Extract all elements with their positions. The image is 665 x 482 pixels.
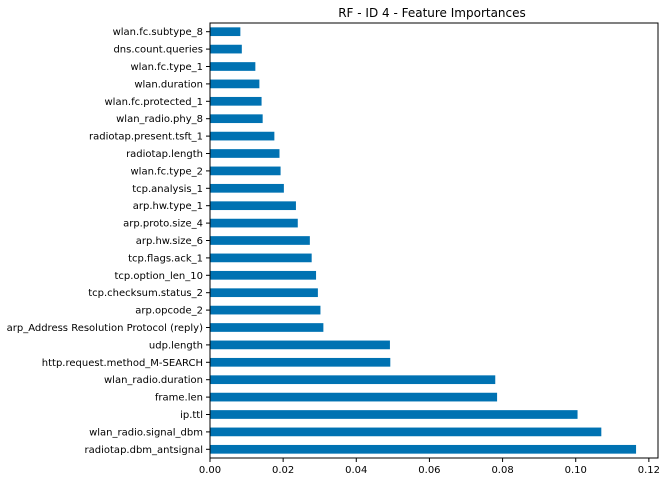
y-tick-label: wlan_radio.phy_8 — [116, 114, 203, 125]
bar-8 — [210, 305, 321, 315]
y-tick-label: tcp.option_len_10 — [114, 271, 203, 282]
bars-group — [210, 27, 637, 454]
y-tick-label: wlan_radio.duration — [104, 375, 203, 386]
y-tick-label: wlan.duration — [134, 79, 203, 90]
bar-18 — [210, 131, 275, 141]
y-tick-label: arp.proto.size_4 — [123, 219, 203, 230]
bar-2 — [210, 410, 578, 419]
y-tick-label: udp.length — [149, 340, 203, 351]
chart-title: RF - ID 4 - Feature Importances — [338, 6, 526, 20]
bar-5 — [210, 357, 391, 367]
x-tick-label: 0.02 — [272, 465, 294, 476]
y-tick-label: tcp.flags.ack_1 — [128, 253, 203, 264]
y-tick-label: frame.len — [155, 393, 203, 404]
y-tick-label: wlan.fc.protected_1 — [104, 97, 203, 108]
y-tick-label: http.request.method_M-SEARCH — [42, 358, 203, 369]
y-tick-label: wlan.fc.subtype_8 — [113, 27, 203, 38]
y-tick-label: wlan.fc.type_1 — [131, 62, 204, 73]
y-tick-label: arp.hw.size_6 — [136, 236, 203, 247]
bar-7 — [210, 323, 324, 332]
y-tick-label: tcp.analysis_1 — [132, 184, 203, 195]
y-tick-label: wlan.fc.type_2 — [131, 166, 204, 177]
bar-11 — [210, 253, 312, 263]
x-tick-label: 0.06 — [418, 465, 440, 476]
bar-10 — [210, 270, 317, 280]
x-ticks: 0.00 0.02 0.04 0.06 0.08 0.10 0.12 — [199, 458, 660, 476]
bar-0 — [210, 444, 637, 454]
bar-20 — [210, 96, 262, 106]
y-tick-labels: radiotap.dbm_antsignal wlan_radio.signal_… — [7, 27, 210, 456]
bar-21 — [210, 79, 260, 89]
plot-frame — [209, 22, 659, 459]
x-tick-label: 0.12 — [638, 465, 660, 476]
x-tick-label: 0.00 — [199, 465, 221, 476]
y-tick-label: arp.opcode_2 — [135, 306, 203, 317]
bar-3 — [210, 392, 498, 402]
bar-15 — [210, 183, 284, 193]
bar-1 — [210, 427, 602, 437]
bar-12 — [210, 236, 310, 245]
y-tick-label: tcp.checksum.status_2 — [88, 288, 203, 299]
y-tick-label: arp.hw.type_1 — [133, 201, 203, 212]
bar-24 — [210, 27, 241, 37]
y-tick-label: wlan_radio.signal_dbm — [89, 427, 203, 438]
y-tick-label: ip.ttl — [180, 410, 203, 421]
y-tick-label: arp_Address Resolution Protocol (reply) — [7, 323, 203, 334]
x-tick-label: 0.08 — [491, 465, 513, 476]
bar-14 — [210, 201, 296, 211]
bar-6 — [210, 340, 390, 350]
bar-4 — [210, 375, 496, 385]
x-tick-label: 0.10 — [565, 465, 587, 476]
bar-13 — [210, 218, 298, 228]
y-tick-label: radiotap.present.tsft_1 — [89, 132, 203, 143]
y-tick-label: radiotap.dbm_antsignal — [85, 445, 203, 456]
bar-22 — [210, 62, 256, 71]
bar-17 — [210, 149, 280, 158]
bar-16 — [210, 166, 281, 176]
y-tick-label: radiotap.length — [126, 149, 203, 160]
bar-9 — [210, 288, 318, 298]
bar-23 — [210, 44, 242, 54]
x-tick-label: 0.04 — [345, 465, 367, 476]
y-tick-label: dns.count.queries — [113, 45, 203, 56]
bar-19 — [210, 114, 263, 124]
